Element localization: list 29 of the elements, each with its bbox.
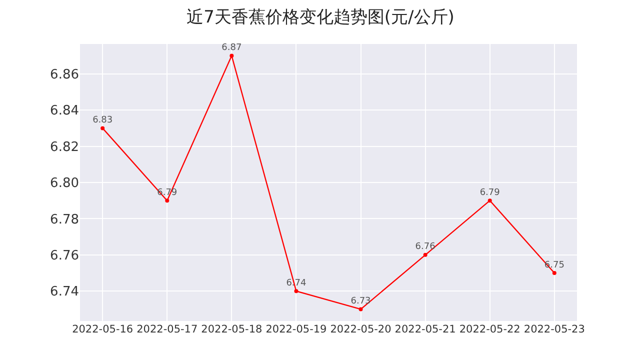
point: [423, 252, 428, 257]
y-tick-label: 6.76: [50, 248, 79, 264]
data-label: 6.76: [415, 242, 436, 252]
point: [552, 271, 556, 276]
y-tick-label: 6.80: [50, 176, 79, 192]
y-tick-label: 6.78: [50, 212, 79, 228]
x-tick-label: 2022-05-22: [459, 324, 520, 336]
data-label: 6.79: [480, 188, 500, 198]
point: [100, 126, 105, 130]
point: [165, 198, 170, 203]
y-tick-label: 6.82: [50, 140, 79, 155]
point: [488, 198, 492, 203]
x-tick-label: 2022-05-16: [72, 324, 134, 336]
x-tick-label: 2022-05-19: [266, 324, 327, 336]
x-tick-label: 2022-05-17: [136, 324, 198, 336]
point: [230, 54, 234, 58]
chart-title: 近7天香蕉价格变化趋势图(元/公斤): [186, 8, 454, 28]
y-tick-label: 6.74: [50, 284, 79, 300]
point: [294, 289, 298, 294]
x-tick-label: 2022-05-21: [394, 324, 456, 336]
x-tick-label: 2022-05-20: [330, 324, 392, 336]
x-tick-label: 2022-05-23: [524, 324, 585, 336]
y-tick-label: 6.86: [50, 67, 79, 82]
point: [358, 307, 363, 312]
data-label: 6.83: [92, 115, 113, 126]
data-label: 6.73: [350, 296, 371, 306]
data-label: 6.87: [222, 43, 242, 54]
y-tick-label: 6.84: [50, 104, 79, 119]
x-tick-label: 2022-05-18: [201, 324, 262, 336]
